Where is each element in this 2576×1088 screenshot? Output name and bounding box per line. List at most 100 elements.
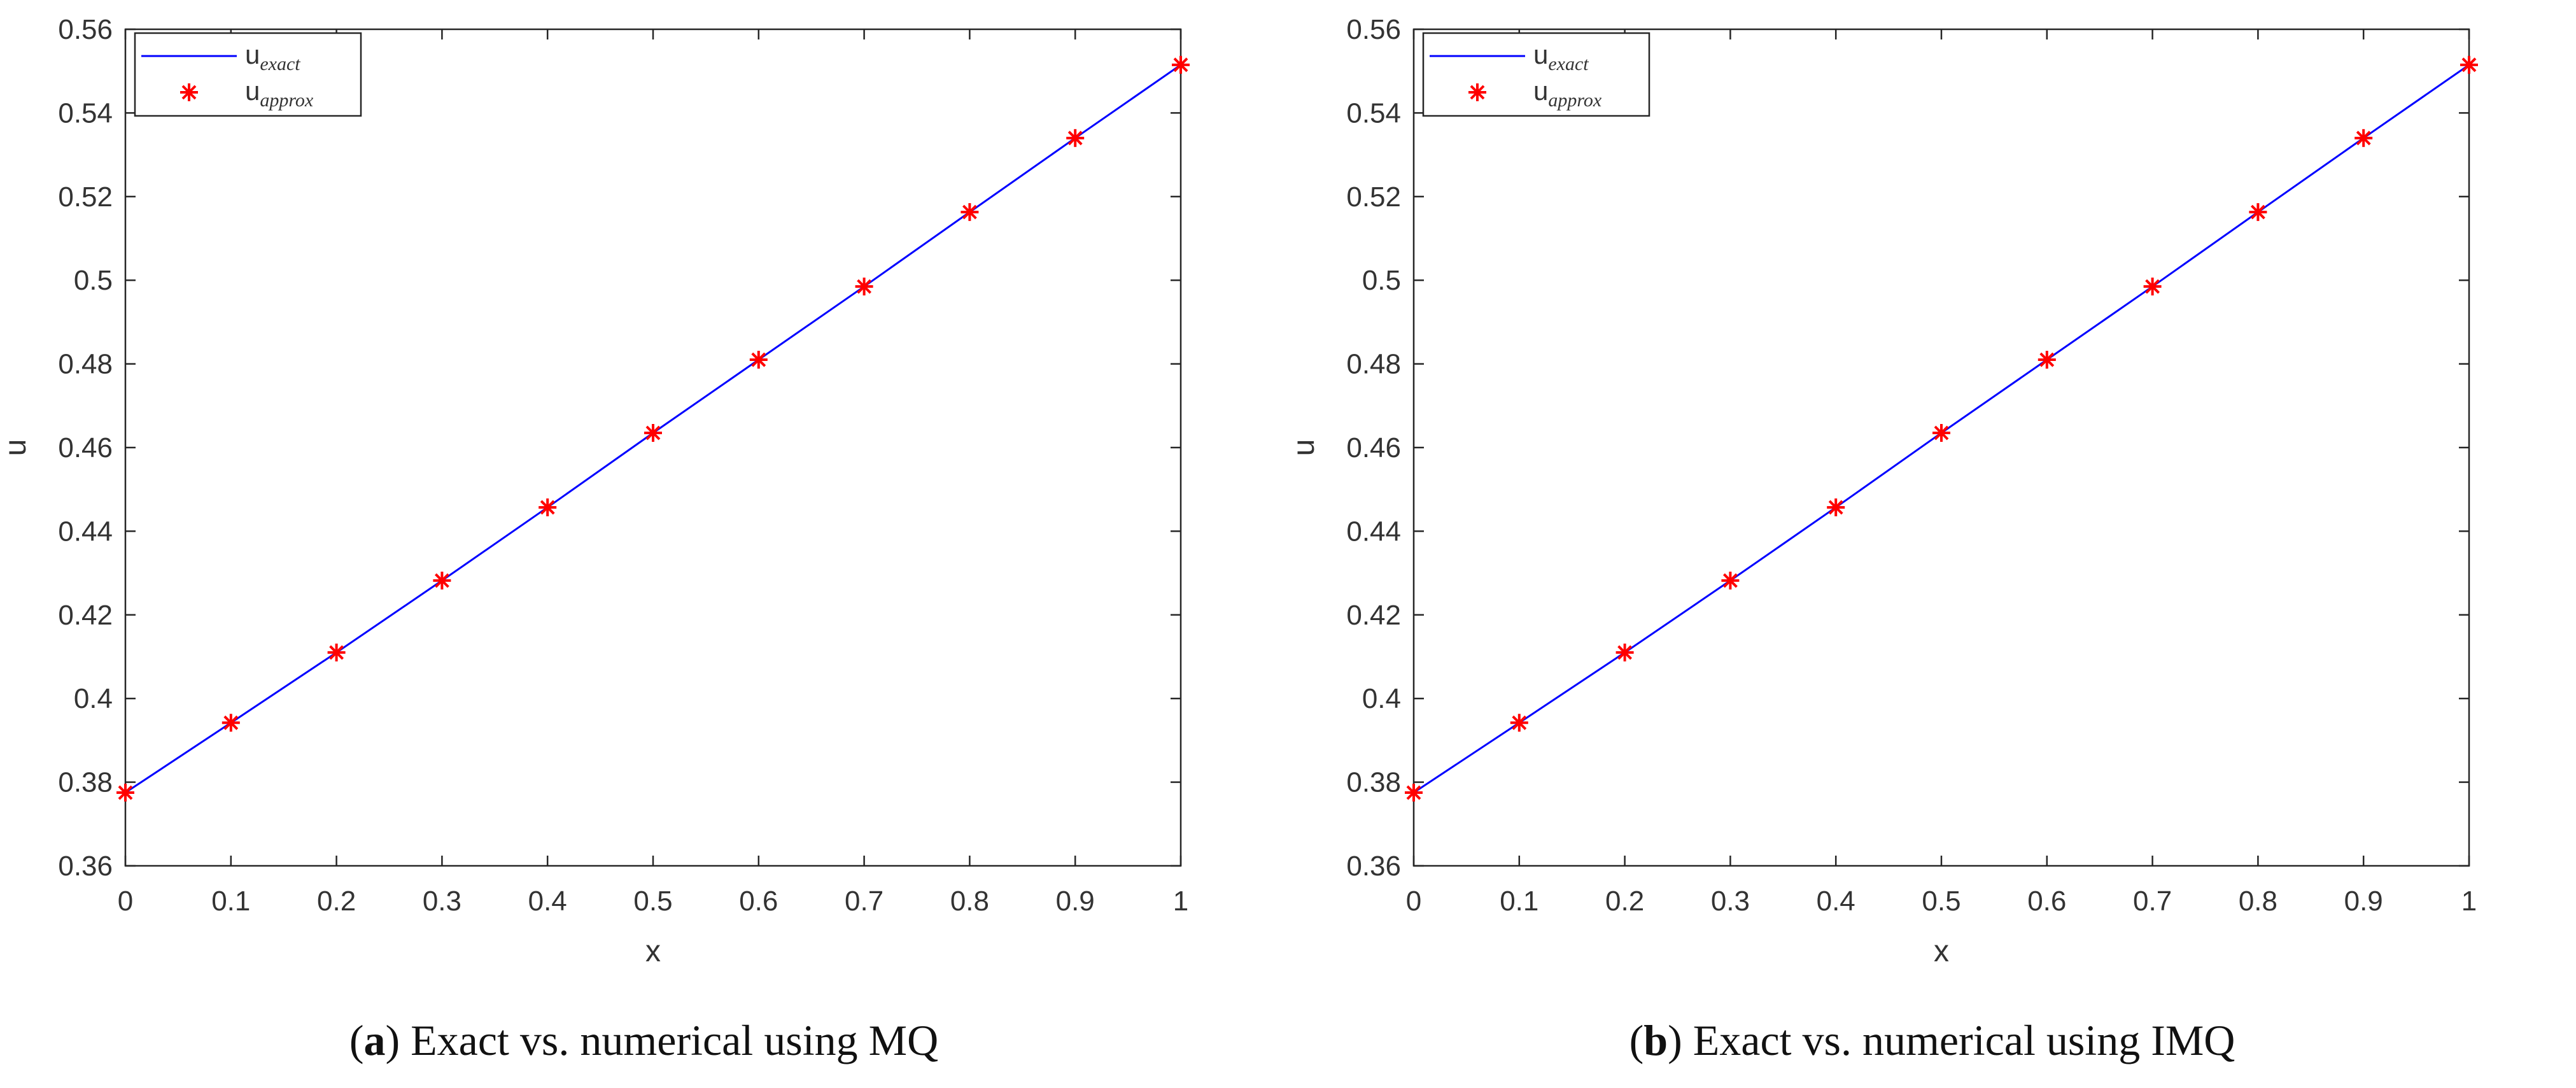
y-tick-label: 0.38 [1346,767,1401,798]
legend-box [134,32,362,117]
data-point-approx [1615,643,1634,661]
x-tick-label: 0.3 [1711,886,1750,917]
data-point-approx [1066,129,1085,147]
data-point-approx [1405,784,1423,802]
data-point-approx [1172,55,1190,74]
data-point-approx [116,784,134,802]
legend-label: uapprox [1533,76,1602,111]
y-axis-label: u [0,439,32,456]
marker-stroke [329,645,344,660]
data-point-approx [855,278,873,296]
data-point-approx [433,571,451,590]
marker-stroke [1470,85,1485,100]
y-tick-label: 0.42 [58,600,113,631]
legend-label-subscript: approx [260,90,314,111]
legend-label: uexact [245,39,300,74]
marker-stroke [2356,131,2371,146]
y-tick-label: 0.56 [58,14,113,45]
legend-label-base: u [245,39,260,69]
data-point-approx [538,498,557,516]
x-tick-label: 1 [1173,886,1188,917]
x-tick-label: 1 [2461,886,2477,917]
marker-stroke [118,785,133,800]
x-tick-label: 0.3 [423,886,461,917]
marker-stroke [857,279,872,294]
legend-label-subscript: exact [1548,53,1589,74]
data-point-approx [2460,55,2478,74]
y-tick-label: 0.48 [1346,349,1401,380]
marker-stroke [2039,352,2055,367]
x-tick-label: 0.7 [2133,886,2172,917]
chart-a-svg: 0 0.1 0.2 0.3 0.4 0.5 0.6 0.7 0.8 0.9 1 0.36 0.38 0.4… [0,14,1190,968]
caption-b-text: Exact vs. numerical using IMQ [1693,1016,2235,1064]
marker-stroke [645,425,661,441]
y-axis-label: u [1288,439,1321,456]
x-axis-label: x [645,935,661,968]
x-tick-label: 0.5 [633,886,672,917]
x-tick-label: 0.1 [211,886,250,917]
data-point-approx [2038,351,2056,369]
x-tick-label: 0.8 [2239,886,2277,917]
legend-marker-approx [1468,83,1486,101]
x-tick-label: 0.8 [950,886,989,917]
caption-a-label: a [363,1016,386,1064]
legend-label: uapprox [245,76,314,111]
marker-stroke [751,352,766,367]
legend-label-base: u [245,76,260,106]
data-point-approx [1721,571,1740,590]
x-tick-label: 0 [1406,886,1421,917]
marker-stroke [434,573,449,588]
x-tick-label: 0.9 [1056,886,1095,917]
data-point-approx [749,351,768,369]
y-tick-label: 0.5 [1362,265,1401,296]
marker-stroke [540,500,555,515]
x-tick-label: 0.1 [1500,886,1538,917]
marker-stroke [1512,715,1527,730]
axes-box [124,28,1182,867]
caption-a: (a) Exact vs. numerical using MQ [349,1016,939,1064]
data-point-approx [2143,278,2162,296]
y-tick-label: 0.44 [58,516,113,547]
marker-stroke [2145,279,2160,294]
marker-stroke [1173,57,1188,73]
marker-stroke [1934,425,1949,441]
legend-marker-approx [180,83,198,101]
y-tick-label: 0.44 [1346,516,1401,547]
marker-stroke [2250,204,2265,220]
marker-stroke [223,715,239,730]
marker-stroke [1406,785,1421,800]
x-tick-label: 0.6 [739,886,778,917]
marker-stroke [1722,573,1738,588]
data-point-approx [2249,203,2267,222]
legend-label-base: u [1533,76,1548,106]
x-tick-label: 0.4 [528,886,567,917]
x-tick-label: 0.5 [1922,886,1960,917]
y-tick-label: 0.5 [74,265,113,296]
x-tick-label: 0.2 [317,886,356,917]
chart-b-svg: 0 0.1 0.2 0.3 0.4 0.5 0.6 0.7 0.8 0.9 1 0.36 0.38 0.4… [1288,14,2478,968]
y-tick-label: 0.36 [1346,851,1401,882]
y-tick-label: 0.36 [58,851,113,882]
caption-b-label: b [1643,1016,1668,1064]
x-tick-label: 0.4 [1817,886,1855,917]
marker-stroke [1828,500,1843,515]
x-tick-label: 0.6 [2027,886,2066,917]
legend-label-subscript: exact [260,53,300,74]
data-point-approx [2354,129,2373,147]
y-tick-label: 0.54 [58,97,113,129]
marker-stroke [1617,645,1633,660]
y-tick-label: 0.4 [1362,683,1401,714]
caption-a-text: Exact vs. numerical using MQ [411,1016,939,1064]
x-axis-label: x [1934,935,1949,968]
marker-stroke [2461,57,2477,73]
y-tick-label: 0.56 [1346,14,1401,45]
data-point-approx [222,714,240,732]
legend-label-subscript: approx [1548,90,1602,111]
axes-box [1412,28,2470,867]
y-tick-label: 0.52 [1346,181,1401,213]
x-tick-label: 0.7 [845,886,883,917]
data-point-approx [961,203,979,222]
caption-b: (b) Exact vs. numerical using IMQ [1629,1016,2235,1064]
data-point-approx [1510,714,1528,732]
